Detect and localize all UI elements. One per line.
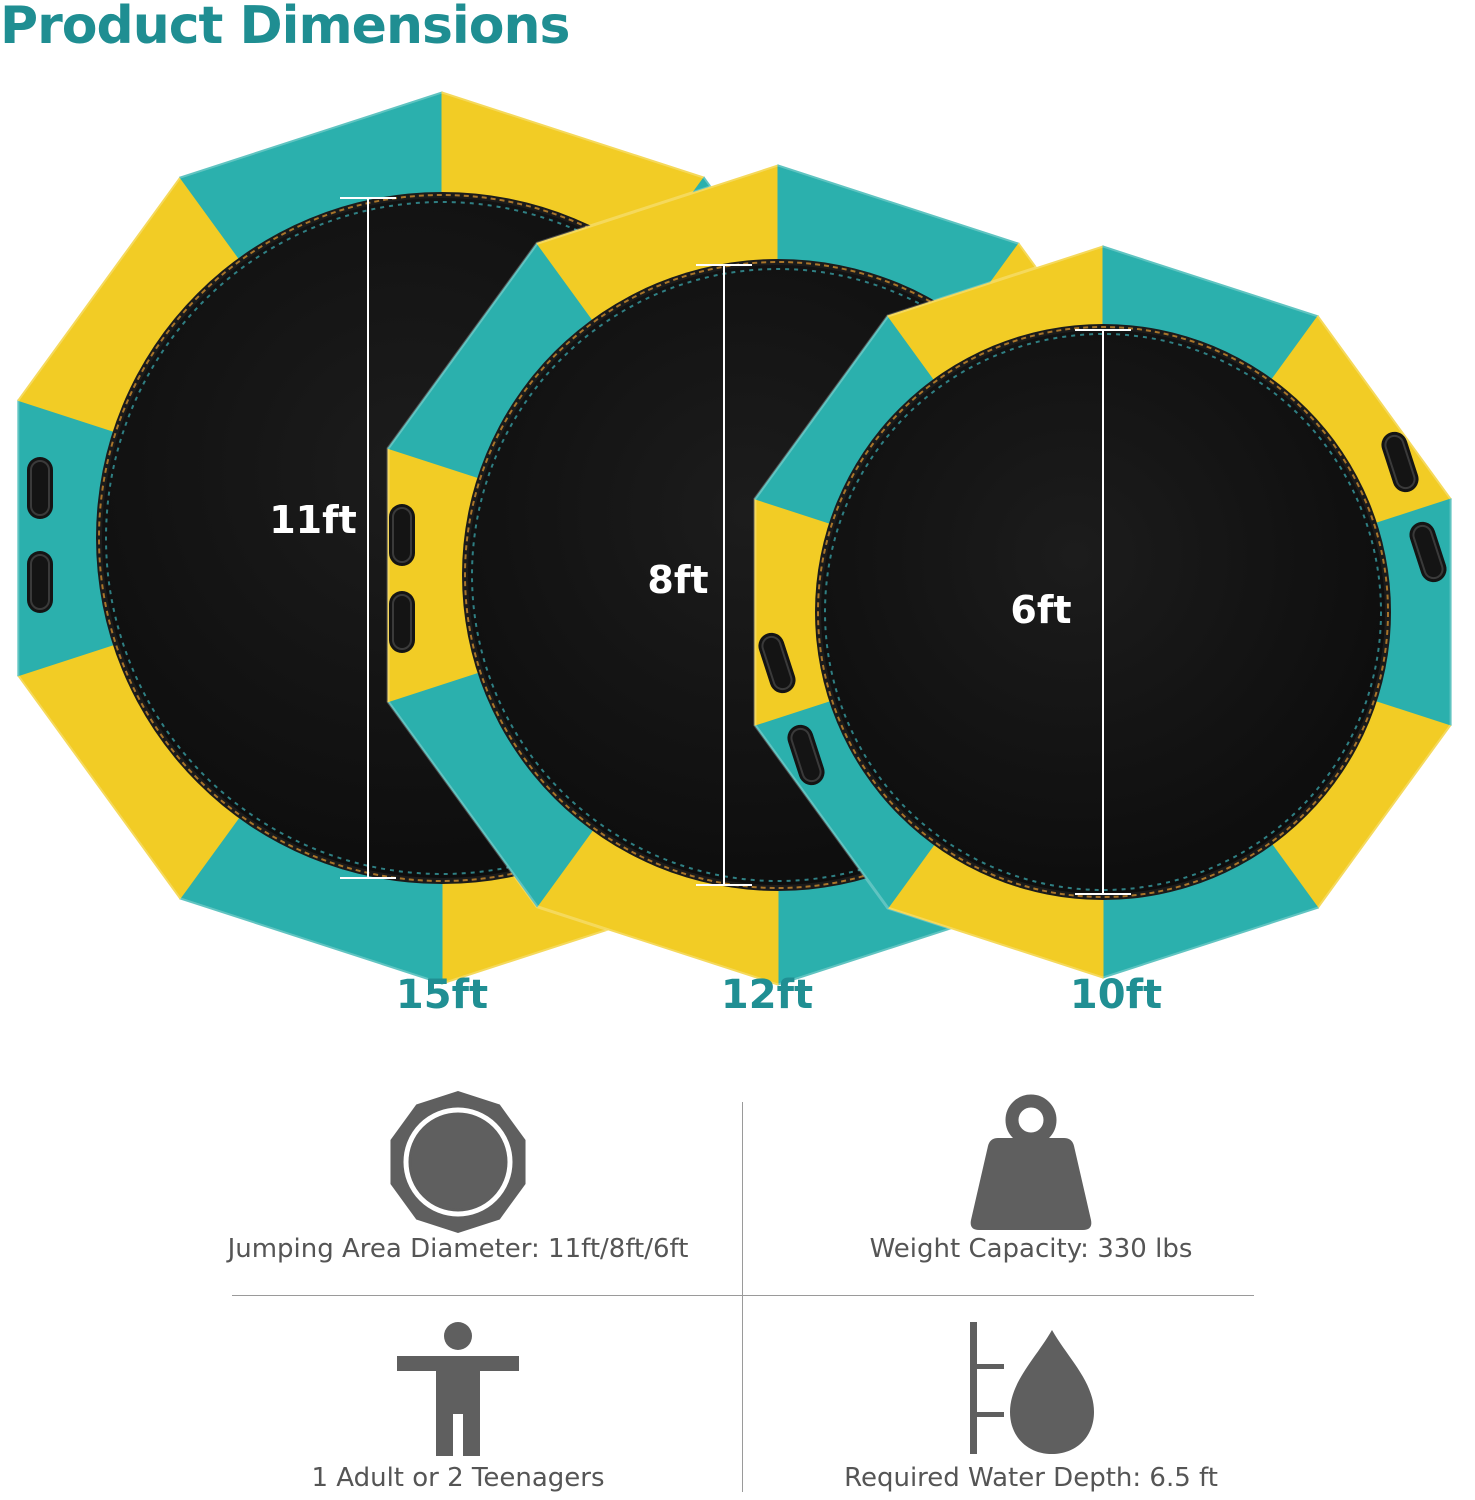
- jump-diameter-label-6ft: 6ft: [1010, 588, 1072, 632]
- horizontal-divider: [232, 1295, 1254, 1296]
- page-title: Product Dimensions: [0, 0, 570, 56]
- jump-diameter-label-11ft: 11ft: [269, 498, 357, 542]
- decagon-trampoline-icon: [390, 1091, 526, 1233]
- trampoline-illustration: [16, 90, 1453, 987]
- outer-size-label-12ft: 12ft: [720, 972, 814, 1018]
- person-icon: [397, 1322, 519, 1456]
- spec-occupancy: 1 Adult or 2 Teenagers: [311, 1463, 605, 1493]
- spec-water-depth: Required Water Depth: 6.5 ft: [844, 1463, 1218, 1493]
- spec-weight-capacity: Weight Capacity: 330 lbs: [869, 1234, 1193, 1264]
- water-depth-icon: [970, 1322, 1094, 1454]
- trampoline-10ft: [753, 244, 1453, 980]
- outer-size-label-15ft: 15ft: [395, 972, 489, 1018]
- weight-icon: [970, 1094, 1092, 1230]
- vertical-divider: [742, 1102, 743, 1492]
- spec-jumping-area: Jumping Area Diameter: 11ft/8ft/6ft: [227, 1234, 689, 1264]
- jump-diameter-label-8ft: 8ft: [647, 558, 709, 602]
- outer-size-label-10ft: 10ft: [1069, 972, 1163, 1018]
